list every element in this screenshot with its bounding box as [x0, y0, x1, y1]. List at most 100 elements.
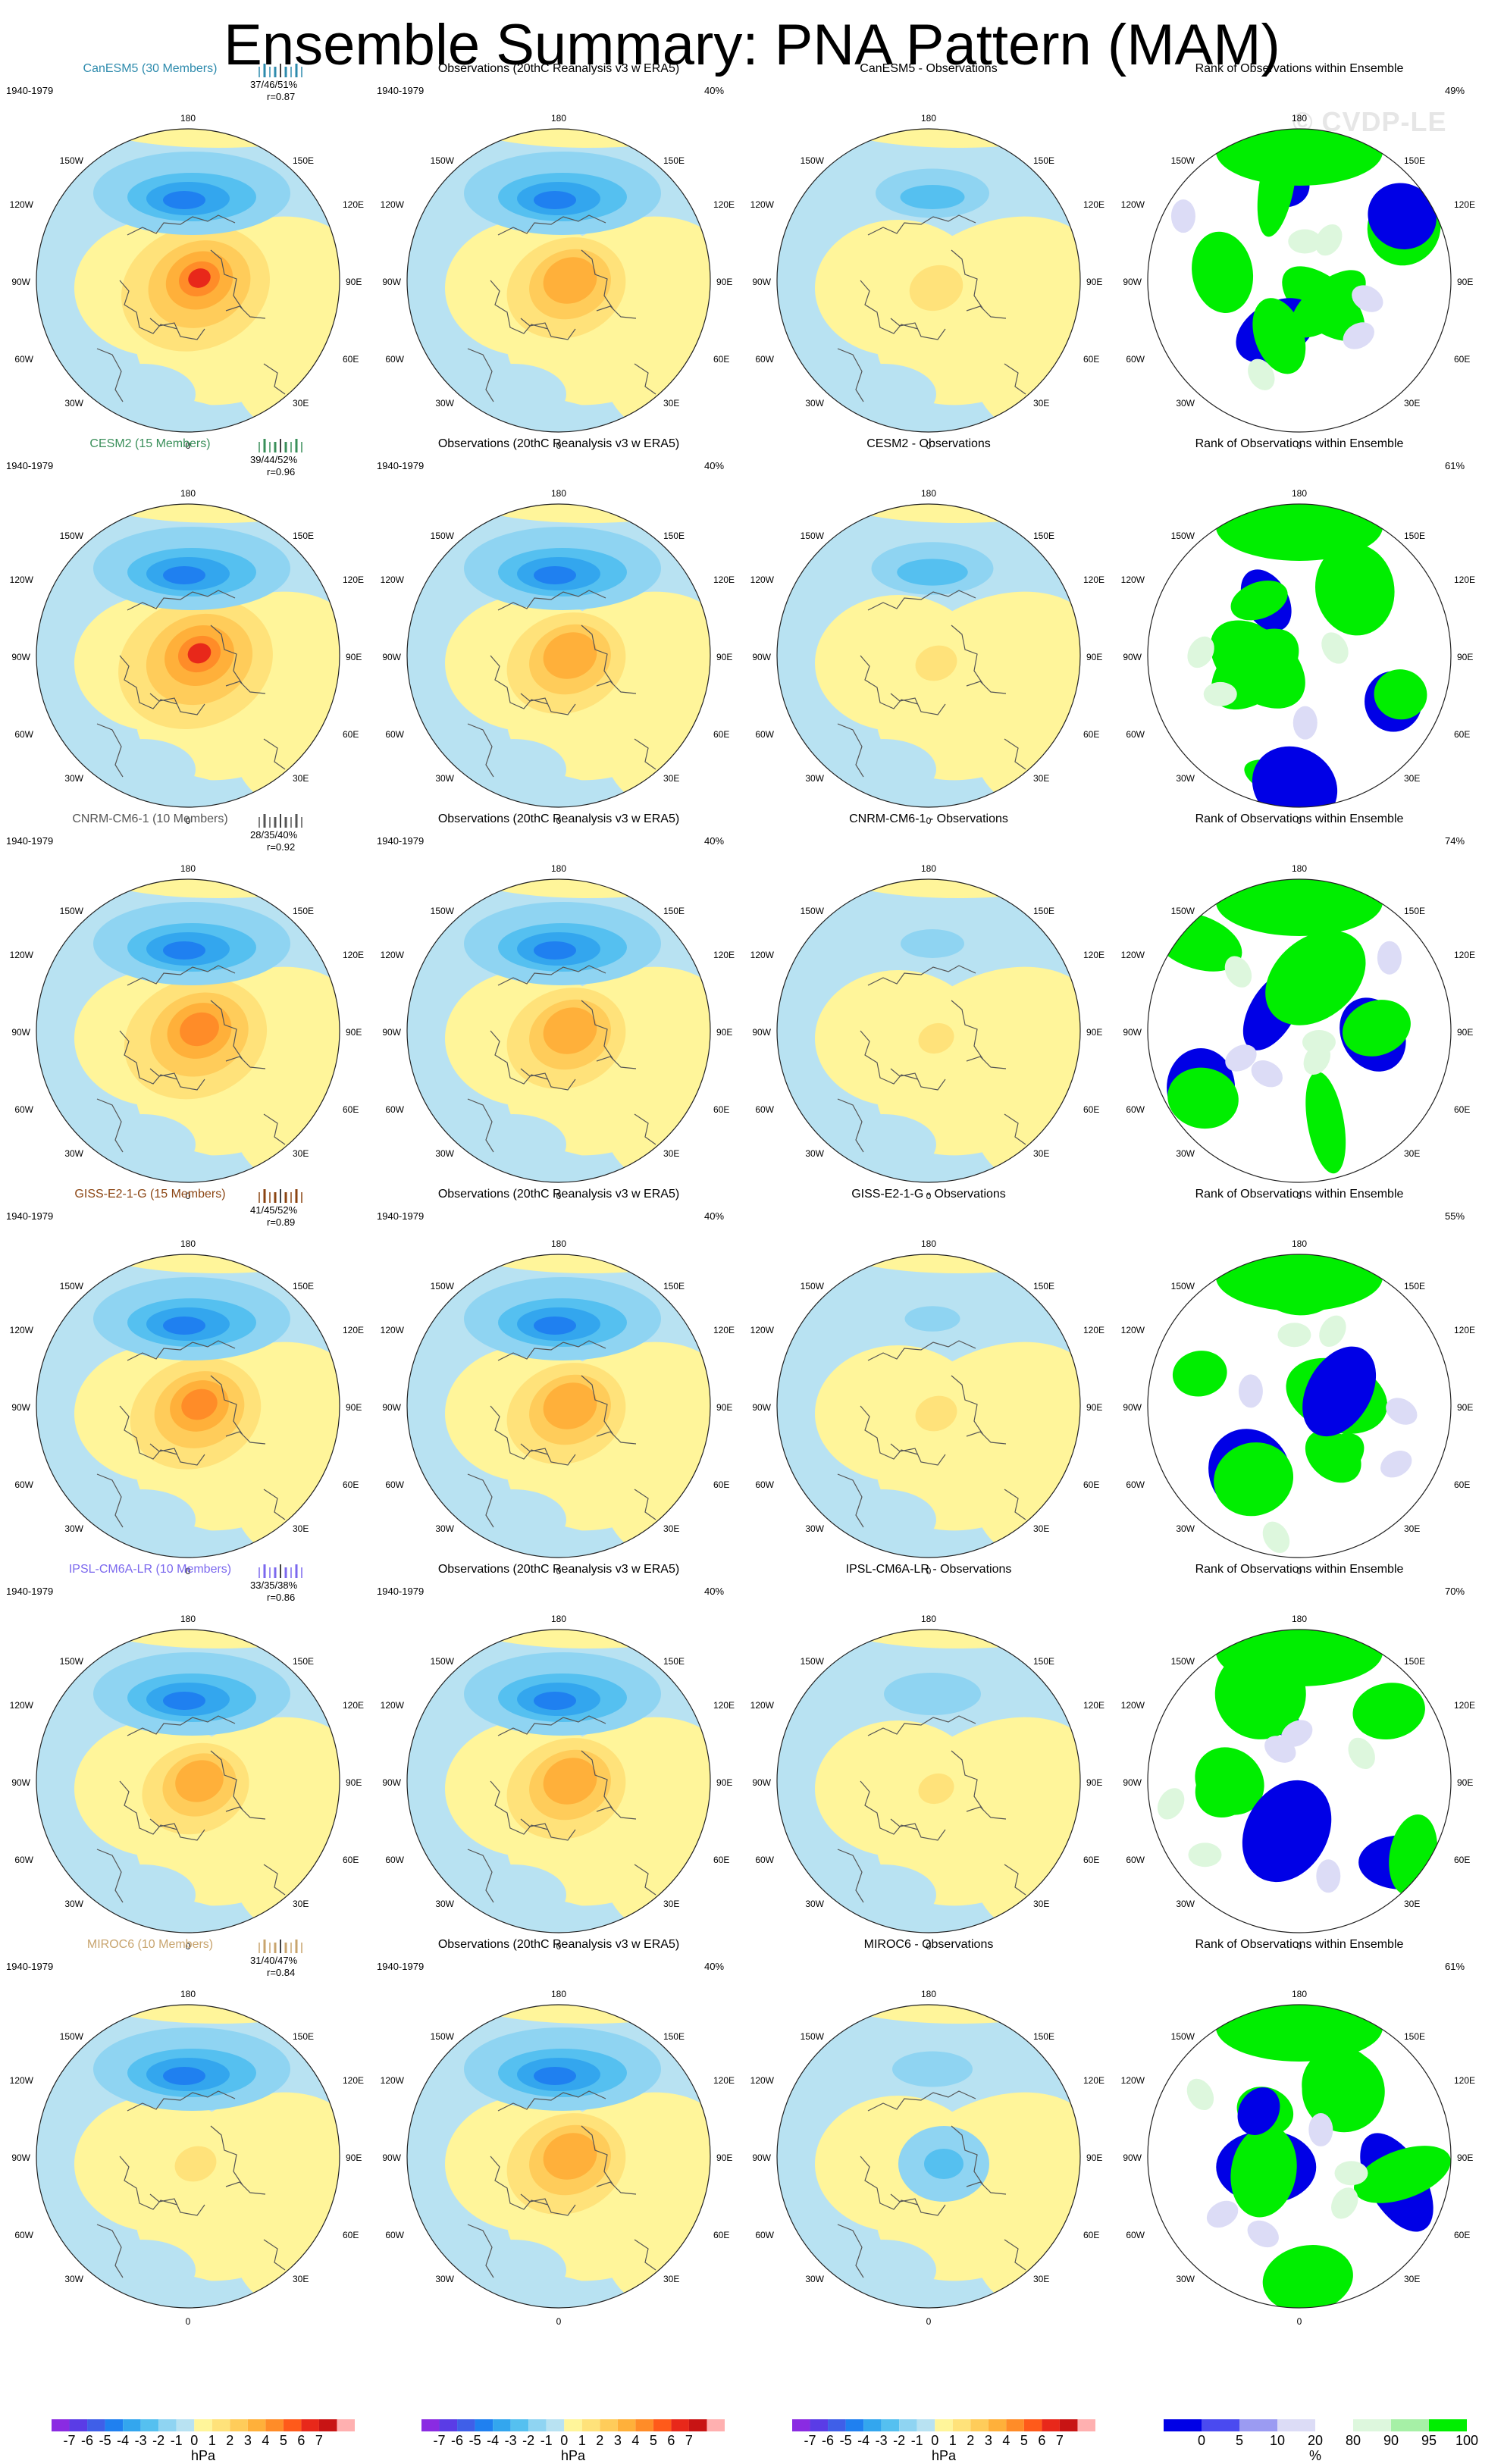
lon-label: 120W	[10, 199, 34, 210]
page-title: Ensemble Summary: PNA Pattern (MAM)	[224, 13, 1280, 77]
map-boundary	[406, 878, 711, 1183]
panel-title: Observations (20thC Reanalysis v3 w ERA5…	[437, 812, 680, 825]
obs-percent: 40%	[704, 835, 725, 847]
lon-label: 60W	[14, 354, 33, 365]
rank-blob	[1386, 1398, 1418, 1425]
coastline	[520, 1443, 576, 1466]
lon-label: 90E	[1457, 1402, 1473, 1413]
lon-label: 150W	[1171, 2031, 1195, 2042]
lon-label: 30E	[1033, 773, 1049, 784]
colorbar-tick-label: 5	[1236, 2433, 1243, 2448]
colorbar-swatch	[158, 2419, 177, 2431]
lon-label: 90W	[1123, 277, 1142, 287]
member-tick-marks	[256, 439, 306, 452]
coastline	[210, 1375, 243, 1436]
rank-blob	[1216, 129, 1383, 186]
colorbar-swatch	[176, 2419, 195, 2431]
rank-blob	[1353, 2146, 1451, 2203]
lon-label: 30W	[1176, 1523, 1195, 1534]
rank-blob	[1225, 1044, 1257, 1072]
coastline	[966, 1056, 1007, 1069]
lon-label: 30E	[293, 1523, 309, 1534]
lon-label: 150W	[431, 2031, 455, 2042]
lon-label: 60W	[755, 1855, 774, 1865]
panel-title: GISS-E2-1-G - Observations	[851, 1188, 1006, 1201]
lon-label: 60W	[755, 729, 774, 740]
lon-label: 90W	[11, 277, 30, 287]
rank-blob	[1315, 224, 1343, 256]
rank-blob	[1216, 879, 1383, 936]
coastline	[581, 1000, 614, 1060]
map-field	[1148, 504, 1451, 807]
rank-percent: 61%	[1445, 460, 1465, 471]
map-boundary	[36, 1254, 340, 1558]
neg-area	[830, 2240, 936, 2300]
lon-label: 60W	[14, 729, 33, 740]
coastline	[149, 2193, 205, 2216]
colorbar-swatch	[546, 2419, 565, 2431]
lon-label: 0	[556, 440, 562, 451]
panel-title: CNRM-CM6-1 - Observations	[849, 812, 1008, 825]
lon-label: 120E	[343, 950, 364, 960]
lon-label: 180	[551, 488, 566, 499]
coastline	[837, 348, 864, 402]
lon-label: 90W	[382, 1777, 401, 1788]
map-field	[36, 2005, 340, 2308]
colorbar-tick-label: 5	[650, 2433, 657, 2448]
lon-label: 180	[1292, 1989, 1307, 1999]
map-panel-diff: CNRM-CM6-1 - Observations 180 150W 150E 120W…	[741, 812, 1117, 1201]
rank-percent: 70%	[1445, 1586, 1465, 1597]
colorbar-swatch	[140, 2419, 159, 2431]
high-contour	[543, 1007, 597, 1054]
lon-label: 90E	[1457, 277, 1473, 287]
colorbar-tick-label: 90	[1383, 2433, 1399, 2448]
lon-label: 30E	[1033, 2274, 1049, 2284]
coastline	[1004, 738, 1026, 770]
map-field	[777, 129, 1080, 432]
lon-label: 0	[926, 440, 932, 451]
lon-label: 120W	[1121, 575, 1145, 585]
lon-label: 60W	[1126, 729, 1145, 740]
obs-percent: 40%	[704, 460, 725, 471]
lon-label: 30E	[1404, 773, 1420, 784]
coastline	[149, 1068, 205, 1091]
rank-blob	[1308, 2113, 1333, 2147]
coastline	[497, 2090, 606, 2112]
lon-label: 90W	[11, 2152, 30, 2163]
colorbar-swatch	[810, 2419, 829, 2431]
low-contour	[534, 191, 576, 209]
lon-label: 90W	[382, 1027, 401, 1038]
colorbar-tick-label: 4	[631, 2433, 639, 2448]
coastline	[966, 305, 1007, 319]
lon-label: 60E	[713, 1104, 729, 1115]
coastline	[634, 363, 656, 395]
lon-label: 60W	[385, 2230, 404, 2240]
low-contour	[534, 1692, 576, 1710]
lon-label: 90W	[382, 652, 401, 662]
colorbar-swatch	[1353, 2419, 1391, 2431]
lon-label: 90W	[11, 1027, 30, 1038]
panel-title: Observations (20thC Reanalysis v3 w ERA5…	[437, 62, 680, 75]
colorbar-swatch	[337, 2419, 355, 2431]
ensemble-stat: 41/45/52%	[250, 1204, 298, 1216]
lon-label: 90E	[1086, 2152, 1102, 2163]
map-panel-model: GISS-E2-1-G (15 Members) 41/45/52% r=0.89 1…	[0, 1188, 376, 1576]
panel-title: Rank of Observations within Ensemble	[1195, 1938, 1404, 1951]
lon-label: 0	[1297, 1191, 1302, 1201]
colorbar-swatch	[1042, 2419, 1060, 2431]
lon-label: 30W	[64, 1148, 83, 1159]
lon-label: 60E	[713, 729, 729, 740]
lon-label: 60W	[385, 729, 404, 740]
coastline	[497, 1340, 606, 1361]
lon-label: 0	[186, 816, 191, 826]
polar-map: 180 150W 150E 120W 120E 90W 90E 60W 60E 30W 30E 0	[10, 1238, 364, 1576]
lon-label: 180	[180, 1614, 196, 1624]
colorbar-tick-label: 3	[985, 2433, 992, 2448]
colorbar-swatch	[863, 2419, 882, 2431]
coastline	[596, 2181, 637, 2195]
ensemble-stat: 28/35/40%	[250, 829, 298, 841]
rank-blob	[1216, 2005, 1383, 2062]
polar-map: 180 150W 150E 120W 120E 90W 90E 60W 60E 30W 30E 0	[750, 863, 1104, 1201]
lon-label: 120W	[750, 1325, 775, 1335]
lon-label: 30W	[64, 398, 83, 409]
